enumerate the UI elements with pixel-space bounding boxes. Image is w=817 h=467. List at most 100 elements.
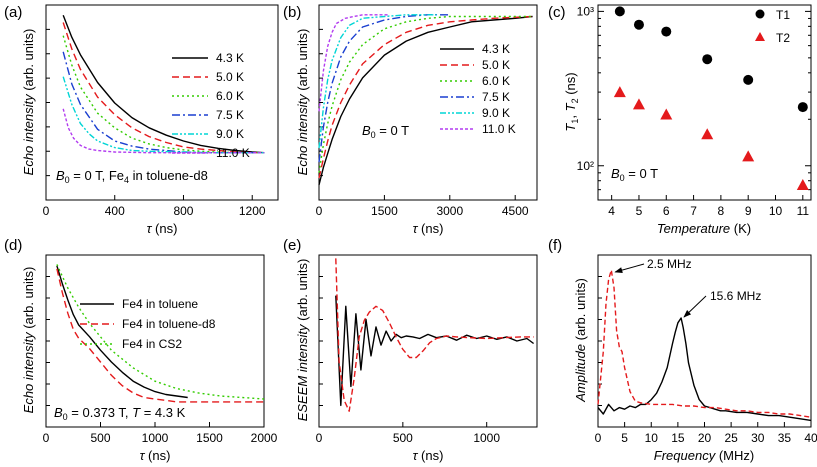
x-tick-label: 500 xyxy=(393,431,413,445)
x-tick-label: 1500 xyxy=(371,204,398,218)
legend: 4.3 K 5.0 K 6.0 K 7.5 K 9.0 K 11.0 K xyxy=(172,51,250,160)
series-line xyxy=(597,269,812,418)
annotation-field: B0 = 0 T, Fe4 in toluene-d8 xyxy=(56,168,208,185)
x-tick-label: 4 xyxy=(608,204,615,218)
annotation-field: B0 = 0.373 T, T = 4.3 K xyxy=(54,405,186,422)
panel-c: (c) T1, T2 (ns) Temperature (K) 4 5 6 7 8 9 10… xyxy=(548,4,812,236)
legend-label: Fe4 in toluene xyxy=(122,297,198,311)
scatter-point-t2 xyxy=(613,86,626,98)
panel-f: (f) Amplitude (arb. units) Frequency (MH… xyxy=(548,237,817,463)
scatter-point-t1 xyxy=(743,74,754,85)
legend-label: 4.3 K xyxy=(216,51,244,65)
x-tick-label: 10 xyxy=(645,431,659,445)
series-line xyxy=(318,14,450,163)
panel-label: (d) xyxy=(4,237,22,254)
x-tick-label: 0 xyxy=(43,431,50,445)
y-axis-label: Echo intensity (arb. units) xyxy=(21,29,36,176)
legend-marker xyxy=(755,9,765,19)
y-ticks: 10² 10³ xyxy=(577,4,811,201)
x-tick-label: 4500 xyxy=(502,204,529,218)
legend-label: 6.0 K xyxy=(482,74,510,88)
panel-label: (c) xyxy=(548,4,566,21)
x-tick-label: 10 xyxy=(769,204,783,218)
panel-label: (e) xyxy=(283,237,301,254)
scatter-point-t2 xyxy=(660,108,673,120)
y-ticks xyxy=(319,276,323,406)
x-tick-label: 1500 xyxy=(196,431,223,445)
series-group xyxy=(597,269,812,422)
scatter-point-t1 xyxy=(633,19,644,30)
series-line xyxy=(56,265,188,399)
y-tick-label: 10³ xyxy=(577,4,594,18)
x-tick-label: 5 xyxy=(621,431,628,445)
series-group xyxy=(613,6,809,191)
y-axis-label: Echo intensity (arb. units) xyxy=(295,29,310,176)
x-tick-label: 5 xyxy=(636,204,643,218)
annotation-label: 15.6 MHz xyxy=(710,289,761,303)
legend-label: 11.0 K xyxy=(482,122,516,136)
legend-label: 11.0 K xyxy=(216,146,250,160)
series-line xyxy=(318,15,533,186)
y-ticks xyxy=(598,276,602,406)
y-axis-label: ESEEM intensity (arb. units) xyxy=(295,259,310,422)
series-line xyxy=(335,258,534,412)
x-axis-label: τ (ns) xyxy=(140,448,171,463)
scatter-point-t2 xyxy=(796,179,809,191)
y-axis-label: Echo intensity (arb. units) xyxy=(21,267,36,414)
x-tick-label: 1000 xyxy=(142,431,169,445)
legend: T1 T2 xyxy=(755,8,790,45)
panel-label: (f) xyxy=(548,237,562,254)
legend-label: Fe4 in toluene-d8 xyxy=(122,317,216,331)
scatter-point-t1 xyxy=(702,54,713,65)
series-line xyxy=(62,22,265,154)
series-line xyxy=(56,268,264,403)
x-tick-label: 9 xyxy=(745,204,752,218)
x-tick-label: 40 xyxy=(804,431,817,445)
x-tick-label: 7 xyxy=(690,204,697,218)
x-tick-label: 400 xyxy=(105,204,125,218)
x-ticks: 4 5 6 7 8 9 10 11 xyxy=(608,195,809,218)
peak-annotations: 2.5 MHz 15.6 MHz xyxy=(614,257,761,318)
y-ticks xyxy=(46,276,50,406)
series-line xyxy=(318,14,389,112)
legend-label: T2 xyxy=(776,31,790,45)
panel-e: (e) ESEEM intensity (arb. units) τ (ns) … xyxy=(283,237,538,463)
series-group xyxy=(62,14,265,154)
annotation-label: 2.5 MHz xyxy=(647,257,692,271)
x-ticks: 0 500 1000 xyxy=(316,422,500,445)
series-group xyxy=(335,258,535,412)
x-tick-label: 1000 xyxy=(473,431,500,445)
panel-a: (a) Echo intensity (arb. units) τ (ns) 0… xyxy=(4,4,279,236)
series-line xyxy=(597,317,812,422)
series-group xyxy=(318,14,533,186)
x-tick-label: 500 xyxy=(90,431,110,445)
legend-label: Fe4 in CS2 xyxy=(122,337,182,351)
legend-label: 5.0 K xyxy=(482,58,510,72)
annotation-arrow xyxy=(683,295,707,318)
x-ticks: 0 500 1000 1500 2000 xyxy=(43,422,278,445)
legend-label: T1 xyxy=(776,8,790,22)
annotation-field: B0 = 0 T xyxy=(362,123,409,140)
legend-label: 7.5 K xyxy=(216,108,244,122)
y-tick-label: 10² xyxy=(577,159,594,173)
series-line xyxy=(318,14,437,149)
panel-b: (b) Echo intensity (arb. units) τ (ns) 0… xyxy=(283,4,538,236)
x-ticks: 0 400 800 1200 xyxy=(43,195,266,218)
y-axis-label: Amplitude (arb. units) xyxy=(573,278,588,403)
series-line xyxy=(62,14,265,154)
scatter-point-t1 xyxy=(614,6,625,17)
x-tick-label: 0 xyxy=(316,204,323,218)
x-axis-label: τ (ns) xyxy=(147,221,178,236)
x-ticks: 0 5 10 15 20 25 30 35 40 xyxy=(595,422,817,445)
x-tick-label: 11 xyxy=(797,204,810,218)
x-tick-label: 20 xyxy=(698,431,712,445)
legend: 4.3 K 5.0 K 6.0 K 7.5 K 9.0 K 11.0 K xyxy=(440,42,516,136)
plot-frame xyxy=(597,254,812,428)
x-tick-label: 0 xyxy=(595,431,602,445)
series-line xyxy=(62,108,265,154)
legend-label: 6.0 K xyxy=(216,89,244,103)
legend-label: 9.0 K xyxy=(216,127,244,141)
x-tick-label: 800 xyxy=(173,204,193,218)
x-tick-label: 35 xyxy=(778,431,792,445)
annotation-field: B0 = 0 T xyxy=(611,166,658,183)
